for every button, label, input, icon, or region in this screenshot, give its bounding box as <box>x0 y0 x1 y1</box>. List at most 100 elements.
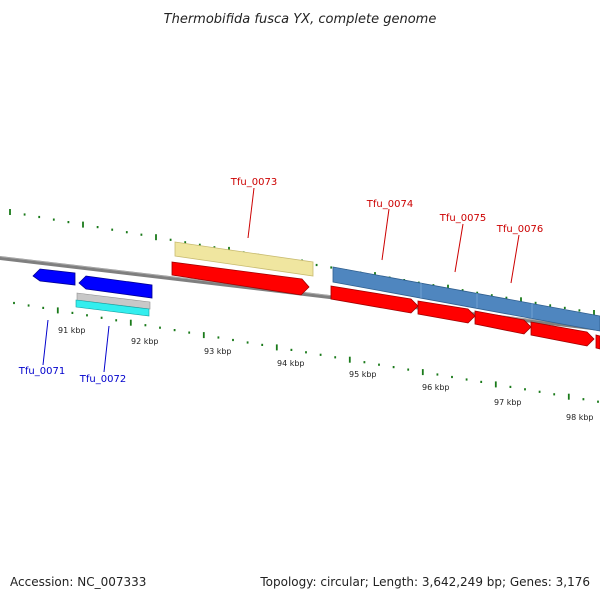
minor-tick <box>363 361 366 364</box>
minor-tick <box>451 375 453 379</box>
minor-tick <box>319 353 322 356</box>
minor-tick <box>378 363 380 366</box>
gene-label-tfu-0072[interactable]: Tfu_0072 <box>79 374 126 385</box>
minor-tick <box>198 243 201 246</box>
minor-tick <box>553 393 556 396</box>
major-tick <box>202 332 205 339</box>
minor-tick <box>461 289 464 292</box>
minor-tick <box>534 301 537 304</box>
forward-gene-labels: Tfu_0073 Tfu_0074 Tfu_0075 Tfu_0076 <box>230 177 543 284</box>
scale-label: 97 kbp <box>494 398 522 407</box>
forward-features <box>171 241 600 350</box>
reverse-features <box>32 268 153 317</box>
leader-line-tfu-0073 <box>247 187 255 239</box>
minor-tick <box>524 388 526 391</box>
minor-tick <box>86 314 88 317</box>
minor-tick <box>169 238 172 241</box>
major-tick <box>155 234 157 241</box>
accession-text: Accession: NC_007333 <box>10 575 146 589</box>
minor-tick <box>52 218 55 221</box>
major-tick <box>275 344 278 351</box>
leader-line-tfu-0076 <box>510 234 520 284</box>
major-tick <box>348 356 351 363</box>
scale-label: 93 kbp <box>204 347 232 356</box>
feature-bar-yellow <box>174 241 314 277</box>
minor-tick <box>188 331 191 334</box>
scale-label: 96 kbp <box>422 383 450 392</box>
minor-tick <box>111 228 114 231</box>
major-tick <box>129 319 132 326</box>
minor-tick <box>232 338 234 342</box>
feature-bar-cyan <box>75 299 150 317</box>
cds-arrow-tfu-0072[interactable] <box>78 275 153 299</box>
minor-tick <box>125 231 128 234</box>
minor-tick <box>261 343 264 346</box>
cds-arrow-tfu-0071[interactable] <box>32 268 76 286</box>
minor-tick <box>407 368 410 371</box>
minor-tick <box>159 326 161 329</box>
map-title: Thermobifida fusca YX, complete genome <box>164 12 437 27</box>
major-tick <box>567 393 570 400</box>
minor-tick <box>27 304 30 307</box>
minor-tick <box>184 241 187 244</box>
gene-label-tfu-0076[interactable]: Tfu_0076 <box>496 224 543 235</box>
leader-line-tfu-0072 <box>103 325 110 373</box>
scale-label: 98 kbp <box>566 413 594 422</box>
minor-tick <box>330 266 333 269</box>
gene-label-tfu-0071[interactable]: Tfu_0071 <box>18 366 65 377</box>
minor-tick <box>538 390 541 393</box>
minor-tick <box>140 233 143 236</box>
minor-tick <box>67 221 70 224</box>
minor-tick <box>100 316 103 319</box>
minor-tick <box>217 336 220 339</box>
minor-tick <box>13 301 15 305</box>
major-tick <box>9 209 11 215</box>
cds-arrow-tfu-0073[interactable] <box>171 261 310 296</box>
feature-bar-grey <box>76 292 151 310</box>
scale-label: 91 kbp <box>58 326 86 335</box>
cds-arrow-tfu-0074[interactable] <box>330 285 419 314</box>
minor-tick <box>71 311 74 314</box>
leader-line-tfu-0071 <box>42 319 49 366</box>
minor-tick <box>436 373 439 376</box>
minor-tick <box>173 329 176 332</box>
cds-arrow-tfu-0076[interactable] <box>474 310 532 335</box>
minor-tick <box>23 213 26 216</box>
scale-label: 94 kbp <box>277 359 305 368</box>
major-tick <box>421 369 424 376</box>
minor-tick <box>246 341 249 344</box>
cds-arrow-next[interactable] <box>530 321 595 347</box>
minor-tick <box>563 306 566 309</box>
minor-tick <box>305 351 307 354</box>
gene-label-tfu-0073[interactable]: Tfu_0073 <box>230 177 277 188</box>
leader-line-tfu-0075 <box>454 223 464 273</box>
gene-label-tfu-0075[interactable]: Tfu_0075 <box>439 213 486 224</box>
minor-tick <box>334 356 337 359</box>
major-tick <box>82 221 84 228</box>
minor-tick <box>476 291 479 294</box>
minor-tick <box>582 398 585 401</box>
minor-tick <box>144 324 147 327</box>
gene-label-tfu-0074[interactable]: Tfu_0074 <box>366 199 413 210</box>
leader-line-tfu-0074 <box>381 208 390 261</box>
minor-tick <box>505 296 508 299</box>
feature-bar-steelblue <box>332 266 600 332</box>
minor-tick <box>490 294 493 297</box>
minor-tick <box>392 366 395 369</box>
major-tick <box>56 307 59 314</box>
minor-tick <box>315 263 318 267</box>
minor-tick <box>290 348 293 351</box>
minor-tick <box>509 385 512 388</box>
lower-tick-row <box>13 301 599 403</box>
minor-tick <box>465 378 468 381</box>
minor-tick <box>115 319 118 322</box>
major-tick <box>593 310 595 316</box>
cds-arrow-edge[interactable] <box>595 334 600 350</box>
major-tick <box>520 297 522 304</box>
minor-tick <box>96 226 99 229</box>
minor-tick <box>38 215 41 219</box>
minor-tick <box>578 309 581 312</box>
cds-arrow-tfu-0075[interactable] <box>417 300 476 324</box>
minor-tick <box>42 306 45 309</box>
